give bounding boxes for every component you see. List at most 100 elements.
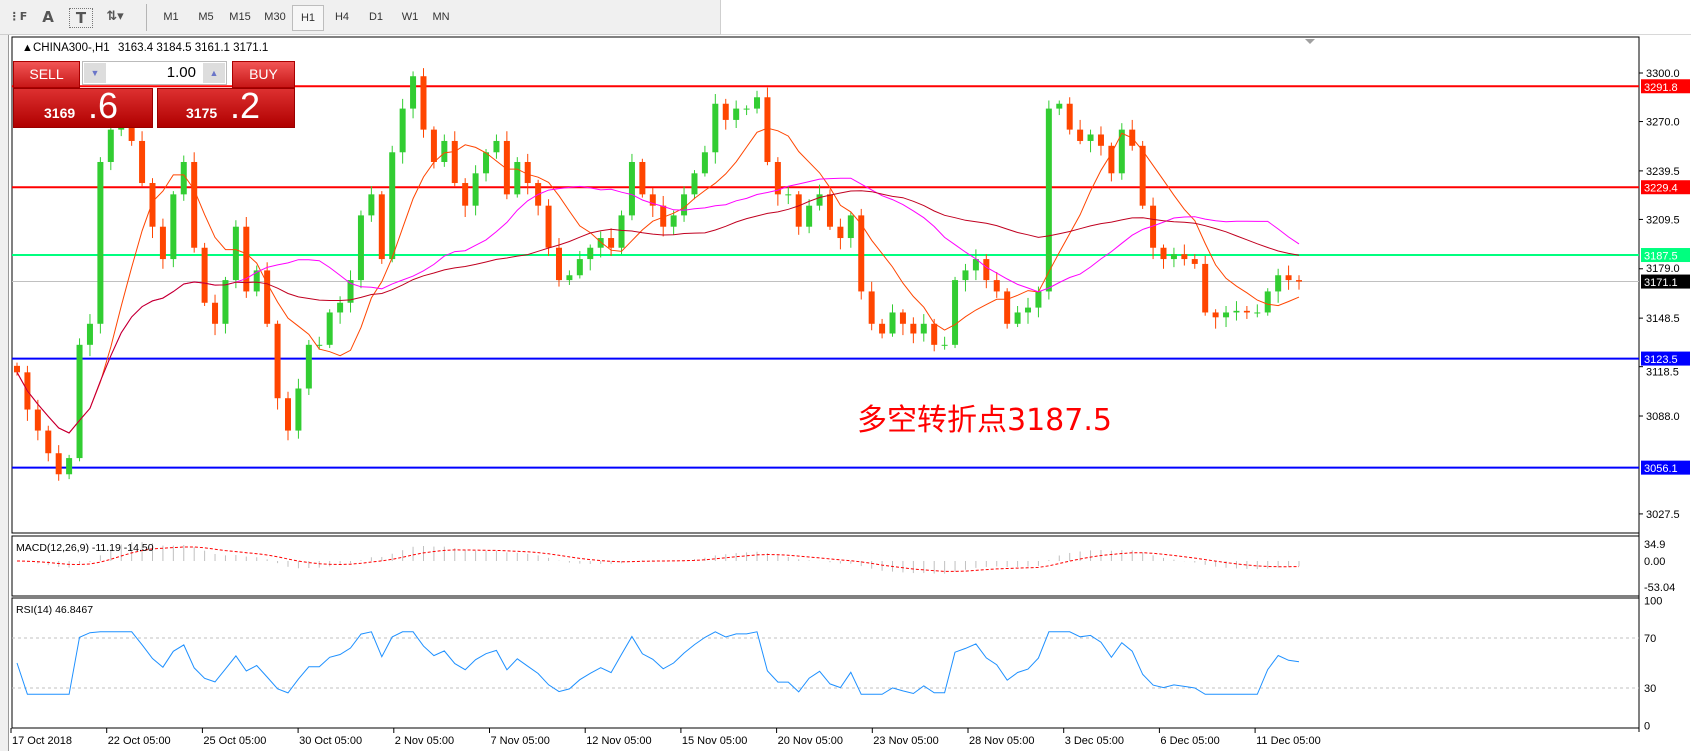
chart-panels	[11, 36, 1640, 732]
arrows-dropdown-icon[interactable]: ⇅▾	[106, 9, 124, 24]
bear-candle	[274, 323, 281, 399]
bull-candle	[962, 270, 969, 281]
timeframe-m30[interactable]: M30	[264, 11, 286, 23]
bull-candle	[701, 152, 708, 174]
bear-candle	[993, 280, 1000, 292]
bull-candle	[253, 270, 260, 292]
bull-candle	[754, 97, 761, 109]
timeframe-mn[interactable]: MN	[432, 11, 450, 23]
volume-field[interactable]: ▼ 1.00 ▲	[82, 61, 227, 85]
bear-candle	[1212, 312, 1219, 318]
bull-candle	[576, 259, 583, 276]
timeframe-h1[interactable]: H1	[292, 5, 324, 31]
bear-candle	[201, 247, 208, 303]
bull-candle	[399, 108, 406, 153]
bull-candle	[1025, 307, 1032, 313]
rsi-tick-label: 0	[1644, 721, 1650, 733]
bull-candle	[941, 344, 948, 346]
grid-fibo-icon[interactable]: ⋮F	[8, 10, 28, 23]
price-tick-label: 3270.0	[1646, 117, 1680, 129]
price-label-current: 3171.1	[1644, 277, 1678, 289]
bull-candle	[347, 280, 354, 303]
buy-button[interactable]: BUY	[232, 61, 295, 88]
bull-candle	[785, 194, 792, 196]
bull-candle	[357, 215, 364, 281]
bear-candle	[1097, 134, 1104, 146]
symbol-label: CHINA300-,H1	[33, 42, 110, 54]
bear-candle	[139, 140, 146, 184]
time-tick-label: 23 Nov 05:00	[873, 735, 938, 747]
ma-slow-line	[16, 190, 1300, 434]
rsi-tick-label: 30	[1644, 683, 1656, 695]
volume-value[interactable]: 1.00	[166, 64, 196, 81]
bear-candle	[868, 291, 875, 324]
price-tick-label: 3179.0	[1646, 263, 1680, 275]
bear-candle	[660, 205, 667, 227]
volume-increase-icon[interactable]: ▲	[203, 63, 225, 83]
timeframe-h4[interactable]: H4	[334, 11, 350, 23]
bear-candle	[1285, 275, 1292, 281]
bear-candle	[212, 302, 219, 324]
bull-candle	[1087, 134, 1094, 141]
price-tick-label: 3088.0	[1646, 411, 1680, 423]
macd-signal-line	[16, 546, 1300, 572]
bear-candle	[545, 205, 552, 248]
bull-candle	[493, 140, 500, 153]
bear-candle	[837, 226, 844, 239]
sell-button[interactable]: SELL	[13, 61, 80, 88]
bull-candle	[514, 161, 521, 195]
bear-candle	[764, 97, 771, 162]
time-tick-label: 7 Nov 05:00	[491, 735, 550, 747]
bull-candle	[410, 76, 417, 109]
bull-candle	[743, 108, 750, 110]
bull-candle	[368, 194, 375, 216]
chart-shift-marker-icon[interactable]	[1305, 39, 1315, 44]
bear-candle	[983, 259, 990, 281]
time-tick-label: 12 Nov 05:00	[586, 735, 651, 747]
bull-candle	[316, 344, 323, 346]
bull-candle	[483, 152, 490, 174]
time-tick-label: 28 Nov 05:00	[969, 735, 1034, 747]
timeframe-d1[interactable]: D1	[368, 11, 384, 23]
text-icon[interactable]: A	[42, 8, 54, 26]
text-label-icon[interactable]: T	[69, 8, 93, 28]
bull-candle	[806, 205, 813, 227]
bear-candle	[1077, 129, 1084, 141]
bull-candle	[1223, 312, 1230, 318]
buy-price-main: 3175	[186, 105, 218, 121]
price-label-bg	[1641, 460, 1690, 475]
sell-price-box[interactable]: 3169 .6	[13, 85, 153, 128]
bear-candle	[191, 161, 198, 248]
buy-price-box[interactable]: 3175 .2	[157, 85, 295, 128]
bull-candle	[628, 161, 635, 216]
timeframe-w1[interactable]: W1	[401, 11, 419, 23]
bull-candle	[76, 344, 83, 459]
volume-decrease-icon[interactable]: ▼	[84, 63, 106, 83]
bear-candle	[1066, 103, 1073, 130]
bear-candle	[899, 312, 906, 324]
bull-candle	[180, 161, 187, 195]
bear-candle	[503, 140, 510, 195]
bull-candle	[1264, 291, 1271, 313]
price-label-bg	[1641, 274, 1690, 289]
price-tick-label: 3239.5	[1646, 166, 1680, 178]
chart-collapse-icon[interactable]: ▲	[22, 42, 33, 54]
bull-candle	[1170, 254, 1177, 260]
timeframe-m15[interactable]: M15	[229, 11, 251, 23]
bear-candle	[1191, 259, 1198, 264]
bull-candle	[889, 312, 896, 334]
time-tick-label: 25 Oct 05:00	[203, 735, 266, 747]
bull-candle	[1254, 312, 1261, 314]
bear-candle	[1202, 263, 1209, 313]
timeframe-m1[interactable]: M1	[163, 11, 179, 23]
bear-candle	[55, 453, 62, 475]
macd-tick-label: -53.04	[1644, 582, 1675, 594]
bull-candle	[1035, 291, 1042, 308]
bear-candle	[159, 226, 166, 260]
bull-candle	[472, 173, 479, 206]
bear-candle	[1150, 205, 1157, 248]
bear-candle	[264, 270, 271, 324]
bear-candle	[1160, 247, 1167, 260]
timeframe-m5[interactable]: M5	[198, 11, 214, 23]
bull-candle	[107, 129, 114, 162]
